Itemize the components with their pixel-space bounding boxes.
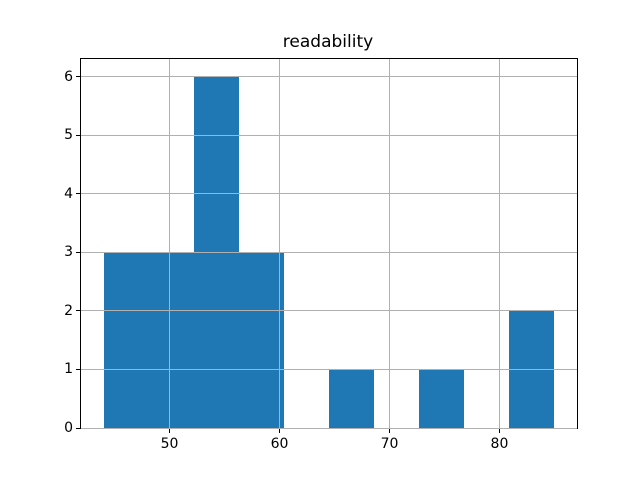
y-tick-mark bbox=[76, 368, 80, 370]
x-gridline bbox=[279, 59, 280, 428]
plot-area: 50 60 70 80 0 1 2 3 4 5 6 bbox=[64, 58, 578, 452]
y-tick-mark bbox=[76, 193, 80, 195]
y-tick-label: 6 bbox=[64, 68, 73, 85]
histogram-bar bbox=[238, 252, 284, 428]
x-gridline bbox=[388, 59, 390, 428]
x-gridline bbox=[169, 59, 171, 428]
y-gridline bbox=[81, 76, 577, 78]
y-gridline bbox=[81, 134, 577, 136]
y-tick-label: 1 bbox=[64, 361, 73, 378]
x-tick-label: 70 bbox=[380, 436, 399, 452]
y-tick-mark bbox=[76, 251, 80, 253]
x-gridline bbox=[498, 59, 500, 428]
x-tick-label: 50 bbox=[160, 436, 179, 452]
histogram-bar bbox=[419, 369, 465, 428]
y-gridline bbox=[81, 193, 577, 195]
y-tick-mark bbox=[76, 134, 80, 136]
y-tick-label: 5 bbox=[64, 127, 73, 144]
histogram-bar bbox=[148, 252, 194, 428]
histogram-bar bbox=[103, 252, 149, 428]
y-gridline bbox=[81, 368, 577, 370]
histogram-bar bbox=[329, 369, 375, 428]
y-gridline bbox=[81, 427, 577, 429]
y-gridline bbox=[81, 251, 577, 253]
x-tick-label: 60 bbox=[270, 436, 289, 452]
y-gridline bbox=[81, 310, 577, 312]
y-tick-label: 3 bbox=[64, 244, 73, 261]
x-tick-label: 80 bbox=[490, 436, 509, 452]
x-tick-mark bbox=[498, 429, 500, 433]
y-tick-mark bbox=[76, 310, 80, 312]
y-tick-mark bbox=[76, 427, 80, 429]
y-tick-label: 2 bbox=[64, 302, 73, 319]
x-tick-mark bbox=[388, 429, 390, 433]
y-tick-label: 0 bbox=[64, 420, 73, 436]
y-tick-label: 4 bbox=[64, 185, 73, 202]
chart-title: readability bbox=[282, 32, 374, 52]
x-tick-mark bbox=[169, 429, 171, 433]
x-tick-mark bbox=[279, 429, 280, 433]
y-tick-mark bbox=[76, 76, 80, 78]
